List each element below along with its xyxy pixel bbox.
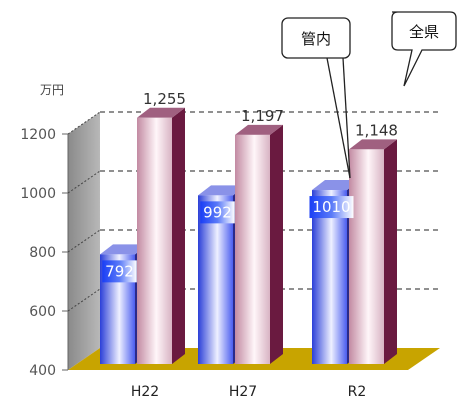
bar-h27-zenken-front [235, 134, 270, 364]
legend-callout-kannai-box [281, 17, 351, 59]
bar-h22-zenken-front [137, 117, 172, 365]
bar-h27-kannai-top [198, 185, 246, 196]
legend-callout-kannai-pointer-left [326, 57, 351, 179]
gridline-side-600 [67, 288, 101, 312]
bar-r2-zenken-top [349, 139, 397, 150]
bar-r2-kannai-top [312, 180, 360, 191]
y-tick-label-1000: 1000 [20, 186, 56, 202]
y-axis-unit-label: 万円 [40, 83, 64, 97]
bar-h22-kannai-top [100, 244, 148, 255]
bar-h27-zenken-side [270, 124, 283, 364]
legend-callout-kannai-pointer-right [342, 57, 351, 179]
value-label-r2-kannai: 1010 [312, 198, 350, 216]
value-label-bg-h22-kannai [102, 260, 137, 283]
value-label-bg-r2-kannai [309, 196, 354, 219]
x-category-label-h27: H27 [229, 384, 257, 397]
x-category-label-r2: R2 [348, 384, 367, 397]
value-label-h22-kannai: 792 [105, 262, 134, 280]
legend-callout-kannai-text: 管内 [301, 30, 331, 48]
bar-h27-zenken [235, 124, 283, 364]
value-label-h22-zenken: 1,255 [143, 90, 186, 108]
y-tick-label-1200: 1200 [20, 127, 56, 143]
chart-left-wall [68, 112, 100, 370]
bar-h27-kannai-front [198, 195, 233, 364]
bar-h22-zenken [137, 107, 185, 365]
gridline-side-1000 [67, 170, 101, 194]
legend-callout-zenken: 全県 [391, 11, 457, 87]
bar-r2-zenken-side [384, 139, 397, 364]
x-category-label-h22: H22 [131, 384, 159, 397]
value-label-h27-kannai: 992 [203, 203, 232, 221]
y-tick-label-400: 400 [29, 363, 56, 379]
value-label-bg-h27-kannai [200, 201, 235, 224]
bar-r2-kannai-front [312, 190, 347, 364]
bar-h22-zenken-top [137, 107, 185, 118]
legend-callout-zenken-box [391, 11, 457, 87]
value-label-h27-zenken: 1,197 [241, 107, 284, 125]
bar-h22-zenken-side [172, 107, 185, 365]
y-tick-label-800: 800 [29, 245, 56, 261]
bar-r2-zenken-front [349, 149, 384, 364]
gridline-side-800 [67, 229, 101, 253]
value-label-r2-zenken: 1,148 [355, 121, 398, 139]
bar-h27-zenken-top [235, 124, 283, 135]
legend-callout-kannai: 管内 [281, 17, 351, 179]
bar-r2-zenken [349, 139, 397, 364]
y-tick-label-600: 600 [29, 304, 56, 320]
gridline-side-1200 [67, 111, 101, 135]
legend-callout-zenken-text: 全県 [409, 23, 439, 41]
